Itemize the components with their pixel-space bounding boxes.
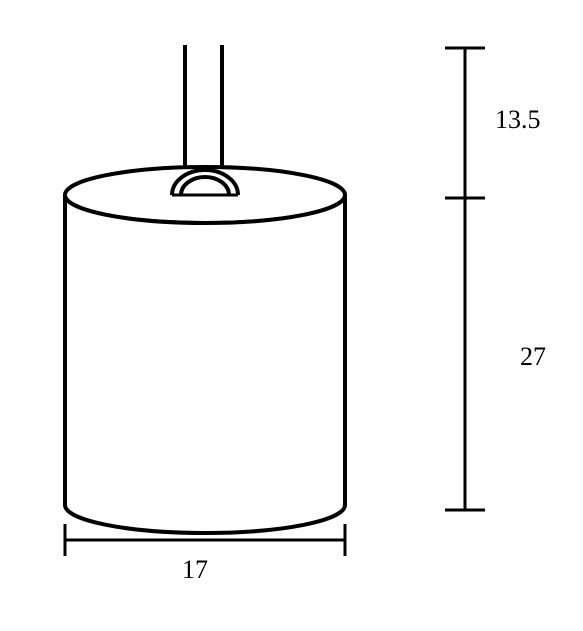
- cylinder-body: [65, 195, 345, 533]
- dimension-diagram: 17 13.5 27: [0, 0, 583, 631]
- dim-right-lower-label: 27: [520, 342, 546, 371]
- dim-right-upper-label: 13.5: [495, 105, 541, 134]
- dim-bottom-label: 17: [182, 555, 208, 584]
